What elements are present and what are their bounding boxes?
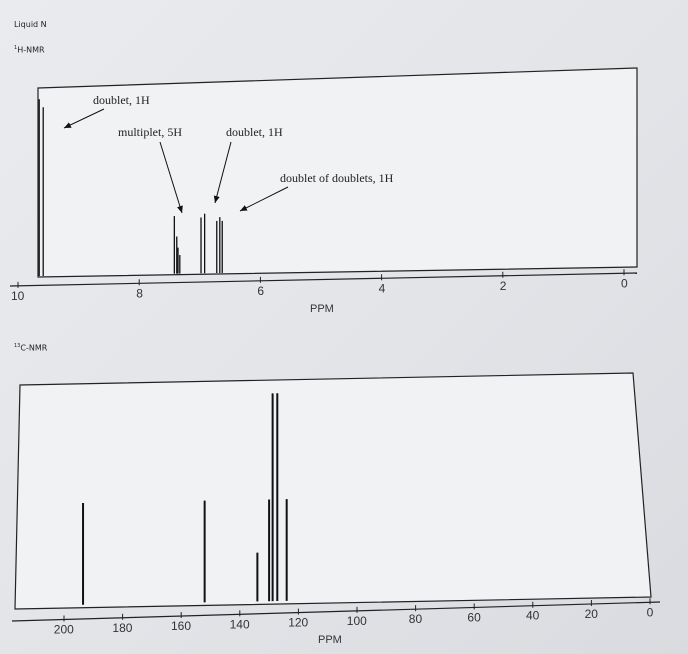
c-nmr-x-axis — [11, 601, 661, 622]
h-nmr-peaks — [38, 99, 223, 276]
h-nmr-tick-label: 10 — [11, 289, 25, 303]
c-nmr-tick-label: 140 — [230, 617, 250, 631]
c-nmr-plot-frame — [14, 372, 652, 610]
c-nmr-tick-label: 200 — [54, 622, 74, 636]
h-nmr-x-axis — [9, 272, 638, 287]
h-nmr-superscript: 1 — [14, 45, 18, 51]
h-nmr-title-text: H-NMR — [17, 45, 45, 55]
c-nmr-tick-label: 80 — [409, 612, 423, 626]
h-nmr-chart: 10 8 6 4 2 0 PPM doublet, 1H multiplet, 5H do… — [9, 67, 638, 315]
h-nmr-plot-frame — [37, 67, 638, 278]
h-nmr-tick-label: 0 — [621, 276, 628, 290]
h-nmr-tick-label: 4 — [379, 281, 386, 295]
c-nmr-tick-label: 20 — [585, 607, 599, 621]
c-nmr-title-text: C-NMR — [20, 343, 48, 353]
h-nmr-tick-label: 2 — [500, 279, 507, 293]
c-nmr-title: 13C-NMR — [14, 343, 47, 353]
h-nmr-title: 1H-NMR — [14, 45, 45, 55]
h-nmr-tick-label: 6 — [257, 284, 264, 298]
c-nmr-tick-label: 180 — [112, 621, 132, 635]
c-nmr-tick-label: 120 — [288, 616, 308, 630]
sample-title: Liquid N — [14, 20, 47, 29]
annotation-dd-arrow — [239, 186, 289, 212]
annotation-vinyl-doublet: doublet, 1H — [226, 125, 283, 139]
c-nmr-tick-label: 160 — [171, 619, 191, 633]
c-nmr-superscript: 13 — [14, 343, 21, 349]
h-nmr-tick-label: 8 — [136, 286, 143, 300]
annotation-vinyl-arrow — [213, 141, 232, 204]
c-nmr-tick-label: 60 — [467, 610, 481, 624]
annotation-aldehyde-arrow — [63, 108, 105, 129]
c-nmr-tick-label: 100 — [347, 614, 367, 628]
annotation-multiplet: multiplet, 5H — [118, 125, 182, 139]
annotation-multiplet-arrow — [159, 141, 183, 214]
c-nmr-x-axis-label: PPM — [318, 634, 342, 646]
c-nmr-tick-label: 0 — [647, 605, 654, 619]
h-nmr-ticks: 10 8 6 4 2 0 — [11, 269, 628, 303]
h-nmr-x-axis-label: PPM — [310, 303, 334, 315]
c-nmr-tick-label: 40 — [526, 609, 540, 623]
annotation-doublet-of-doublets: doublet of doublets, 1H — [280, 171, 394, 185]
c-nmr-chart: 200 180 160 140 120 100 80 60 40 20 0 PPM — [11, 372, 661, 646]
c-nmr-ticks: 200 180 160 140 120 100 80 60 40 20 0 — [54, 598, 654, 636]
annotation-aldehyde-doublet: doublet, 1H — [93, 93, 150, 107]
c-nmr-peaks — [82, 393, 288, 605]
